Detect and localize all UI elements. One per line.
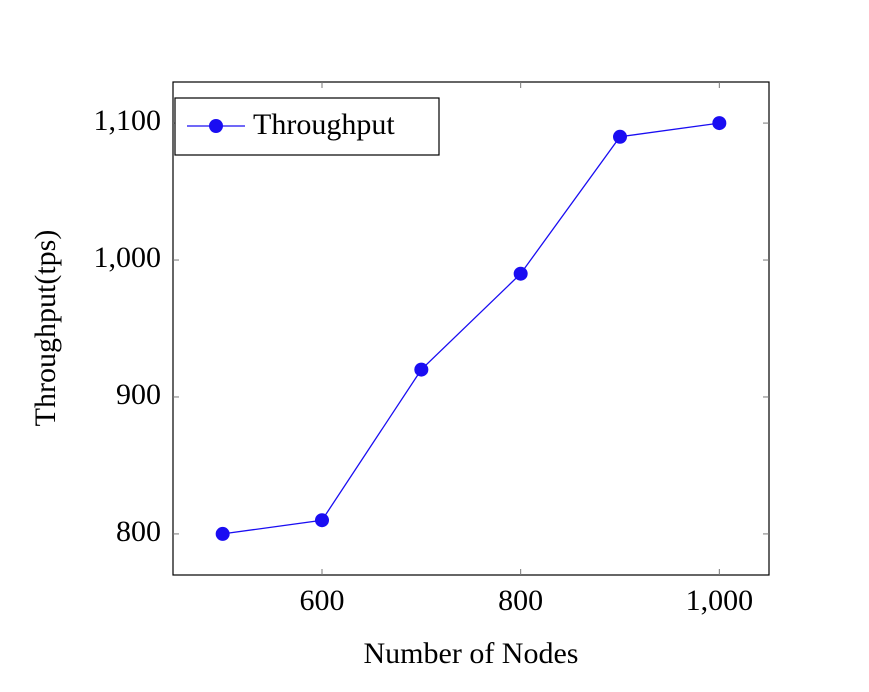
series-line — [222, 122, 720, 535]
data-point — [414, 362, 429, 377]
data-point — [613, 129, 627, 144]
legend-marker — [209, 119, 223, 133]
legend-label: Throughput — [253, 108, 395, 141]
y-tick-label: 1,000 — [94, 241, 162, 274]
y-axis-label: Throughput(tps) — [29, 230, 62, 427]
data-point — [315, 513, 329, 528]
plot-frame — [172, 81, 770, 576]
x-tick-label: 800 — [498, 584, 543, 617]
x-tick-label: 1,000 — [686, 584, 754, 617]
y-tick-label: 800 — [116, 515, 161, 548]
y-tick-label: 900 — [116, 378, 161, 411]
data-point — [712, 116, 727, 131]
data-point — [215, 526, 230, 541]
x-axis-label: Number of Nodes — [364, 637, 579, 670]
data-point — [513, 266, 528, 281]
y-tick-label: 1,100 — [94, 104, 162, 137]
x-tick-label: 600 — [300, 584, 345, 617]
